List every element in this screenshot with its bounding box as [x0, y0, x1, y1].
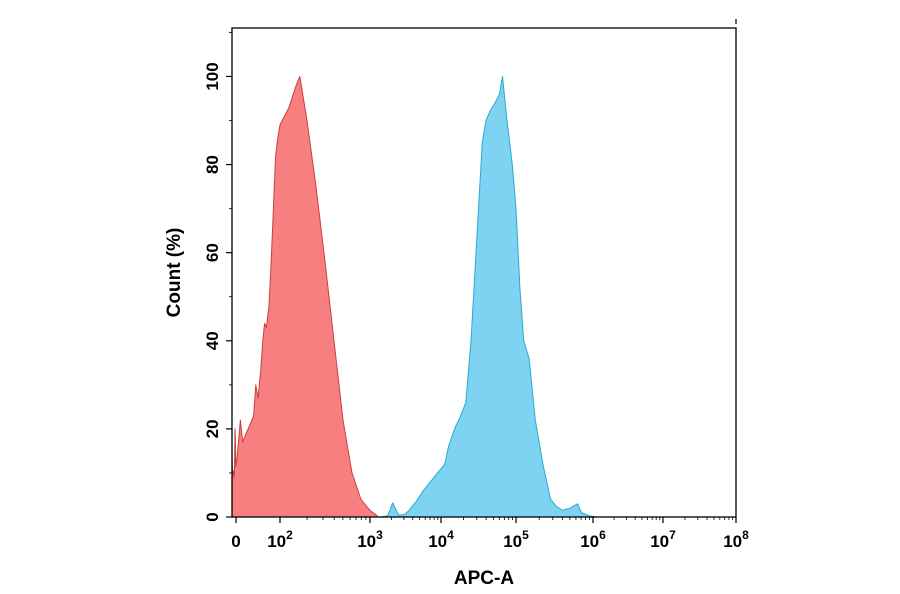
x-tick-label: 107 [650, 528, 676, 551]
x-tick-label: 105 [503, 528, 529, 551]
x-tick-label: 0 [231, 532, 240, 551]
y-tick-label: 0 [203, 512, 222, 521]
plot-area [231, 76, 597, 518]
y-axis-label: Count (%) [164, 228, 185, 318]
y-tick-label: 60 [203, 243, 222, 262]
x-tick-label: 106 [580, 528, 606, 551]
y-tick-label: 100 [203, 62, 222, 90]
x-tick-label: 108 [723, 528, 749, 551]
x-axis-label: APC-A [454, 568, 514, 589]
histogram-series-1 [231, 76, 378, 518]
x-axis: 0 102 103 104 105 106 107 108 [231, 517, 749, 551]
plot-frame [231, 27, 737, 518]
x-tick-label: 103 [357, 528, 383, 551]
x-tick-label: 102 [267, 528, 293, 551]
y-tick-label: 80 [203, 155, 222, 174]
histogram-series-2 [380, 76, 597, 518]
y-tick-label: 40 [203, 331, 222, 350]
y-tick-label: 20 [203, 419, 222, 438]
x-tick-label: 104 [428, 528, 454, 551]
y-axis: 0 20 40 60 80 100 [203, 32, 232, 522]
